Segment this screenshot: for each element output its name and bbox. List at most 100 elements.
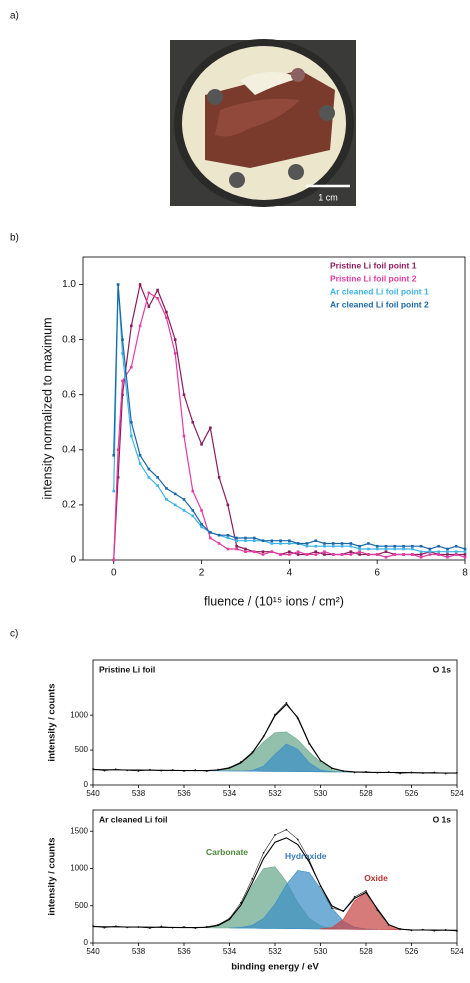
series-marker xyxy=(331,544,335,548)
y-axis-label: intensity / counts xyxy=(47,683,58,761)
series-marker xyxy=(288,553,291,556)
screw xyxy=(291,68,305,82)
series-marker xyxy=(288,550,291,554)
series-marker xyxy=(419,550,423,554)
y-tick-label: 1000 xyxy=(70,864,88,873)
series-marker xyxy=(270,539,274,543)
series-marker xyxy=(244,547,247,551)
x-axis-label: binding energy / eV xyxy=(231,962,319,973)
annotation: O 1s xyxy=(433,664,452,674)
series-marker xyxy=(331,542,335,545)
series-marker xyxy=(138,324,142,328)
measured-point xyxy=(353,895,356,898)
series-line xyxy=(113,284,466,550)
legend-entry: Ar cleaned Li foil point 2 xyxy=(330,299,429,309)
y-tick-label: 0.2 xyxy=(62,500,76,511)
series-marker xyxy=(191,489,195,493)
series-marker xyxy=(182,393,186,397)
series-marker xyxy=(244,550,247,554)
series-marker xyxy=(340,553,344,556)
scale-bar-label: 1 cm xyxy=(318,192,338,202)
series-marker xyxy=(200,443,203,446)
series-marker xyxy=(209,531,212,534)
series-marker xyxy=(226,533,230,537)
foil-texture xyxy=(215,98,300,137)
y-tick-label: 0.6 xyxy=(62,389,76,400)
screw xyxy=(319,105,335,121)
screw xyxy=(207,89,223,105)
series-marker xyxy=(226,536,230,540)
y-tick-label: 0.4 xyxy=(62,444,76,455)
x-tick-label: 528 xyxy=(359,947,373,956)
series-marker xyxy=(367,542,370,545)
series-marker xyxy=(437,550,440,554)
series-marker xyxy=(288,542,291,545)
series-marker xyxy=(463,550,467,554)
fit-envelope xyxy=(92,703,458,774)
series-marker xyxy=(411,544,414,548)
series-marker xyxy=(209,426,212,430)
series-marker xyxy=(358,544,361,548)
component-label: Oxide xyxy=(364,873,388,883)
series-marker xyxy=(244,536,247,540)
series-marker xyxy=(261,553,265,556)
series-line xyxy=(113,291,466,561)
series-marker xyxy=(296,542,300,545)
legend-entry: Pristine Li foil point 2 xyxy=(330,273,417,283)
series-marker xyxy=(349,544,353,548)
series-marker xyxy=(156,484,159,487)
series-marker xyxy=(279,539,282,543)
series-marker xyxy=(463,553,467,556)
x-tick-label: 524 xyxy=(450,789,464,798)
series-marker xyxy=(358,550,361,554)
series-marker xyxy=(226,503,230,507)
series-marker xyxy=(235,544,238,548)
series-marker xyxy=(200,525,203,529)
legend-entry: Ar cleaned Li foil point 1 xyxy=(330,286,429,296)
x-tick-label: 0 xyxy=(111,568,117,579)
series-marker xyxy=(191,420,195,424)
series-line xyxy=(113,282,465,561)
series-marker xyxy=(463,547,467,551)
series-marker xyxy=(419,544,423,548)
series-marker xyxy=(252,539,256,543)
series-marker xyxy=(235,536,238,540)
series-marker xyxy=(411,547,414,551)
series-marker xyxy=(116,448,120,452)
series-marker xyxy=(112,489,116,493)
x-tick-label: 536 xyxy=(177,789,191,798)
measured-point xyxy=(365,889,367,892)
series-marker xyxy=(156,476,159,479)
x-tick-label: 532 xyxy=(268,789,282,798)
x-tick-label: 526 xyxy=(405,947,419,956)
series-marker xyxy=(270,542,274,545)
series-marker xyxy=(428,547,432,551)
series-marker xyxy=(331,553,335,556)
series-marker xyxy=(261,550,265,554)
series-marker xyxy=(419,553,423,556)
series-marker xyxy=(323,544,326,548)
series-marker xyxy=(165,498,168,501)
series-marker xyxy=(279,553,282,556)
measured-point xyxy=(285,828,288,831)
series-marker xyxy=(393,553,397,556)
foil-edge xyxy=(240,71,300,95)
series-marker xyxy=(367,553,370,556)
plot-frame xyxy=(82,256,466,561)
series-marker xyxy=(288,539,291,543)
series-marker xyxy=(384,550,388,554)
annotation: O 1s xyxy=(433,814,452,824)
series-marker xyxy=(375,544,379,548)
series-marker xyxy=(454,550,458,554)
series-marker xyxy=(165,310,168,314)
series-marker xyxy=(428,553,432,556)
series-marker xyxy=(446,547,449,551)
legend-entry: Pristine Li foil point 1 xyxy=(330,260,417,270)
series-marker xyxy=(121,379,124,383)
series-marker xyxy=(116,283,120,286)
fit-envelope xyxy=(92,837,458,931)
series-marker xyxy=(138,462,142,465)
series-marker xyxy=(419,555,423,559)
series-marker xyxy=(173,338,177,341)
series-marker xyxy=(252,536,256,540)
